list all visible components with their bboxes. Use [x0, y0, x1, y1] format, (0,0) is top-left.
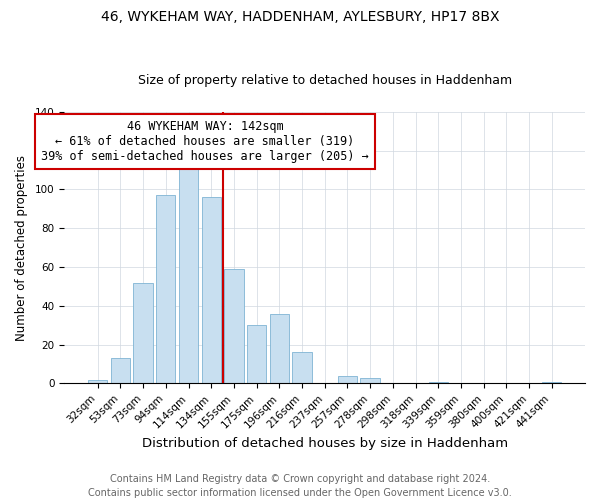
Bar — [338, 376, 357, 384]
Text: 46, WYKEHAM WAY, HADDENHAM, AYLESBURY, HP17 8BX: 46, WYKEHAM WAY, HADDENHAM, AYLESBURY, H… — [101, 10, 499, 24]
Bar — [292, 352, 311, 384]
Bar — [224, 269, 244, 384]
Bar — [111, 358, 130, 384]
Bar — [202, 197, 221, 384]
Bar — [247, 326, 266, 384]
Bar — [428, 382, 448, 384]
Bar — [156, 195, 175, 384]
Y-axis label: Number of detached properties: Number of detached properties — [15, 154, 28, 340]
Bar — [361, 378, 380, 384]
Bar — [179, 162, 198, 384]
Bar — [88, 380, 107, 384]
X-axis label: Distribution of detached houses by size in Haddenham: Distribution of detached houses by size … — [142, 437, 508, 450]
Text: 46 WYKEHAM WAY: 142sqm
← 61% of detached houses are smaller (319)
39% of semi-de: 46 WYKEHAM WAY: 142sqm ← 61% of detached… — [41, 120, 369, 163]
Title: Size of property relative to detached houses in Haddenham: Size of property relative to detached ho… — [137, 74, 512, 87]
Text: Contains HM Land Registry data © Crown copyright and database right 2024.
Contai: Contains HM Land Registry data © Crown c… — [88, 474, 512, 498]
Bar — [542, 382, 562, 384]
Bar — [133, 282, 153, 384]
Bar — [269, 314, 289, 384]
